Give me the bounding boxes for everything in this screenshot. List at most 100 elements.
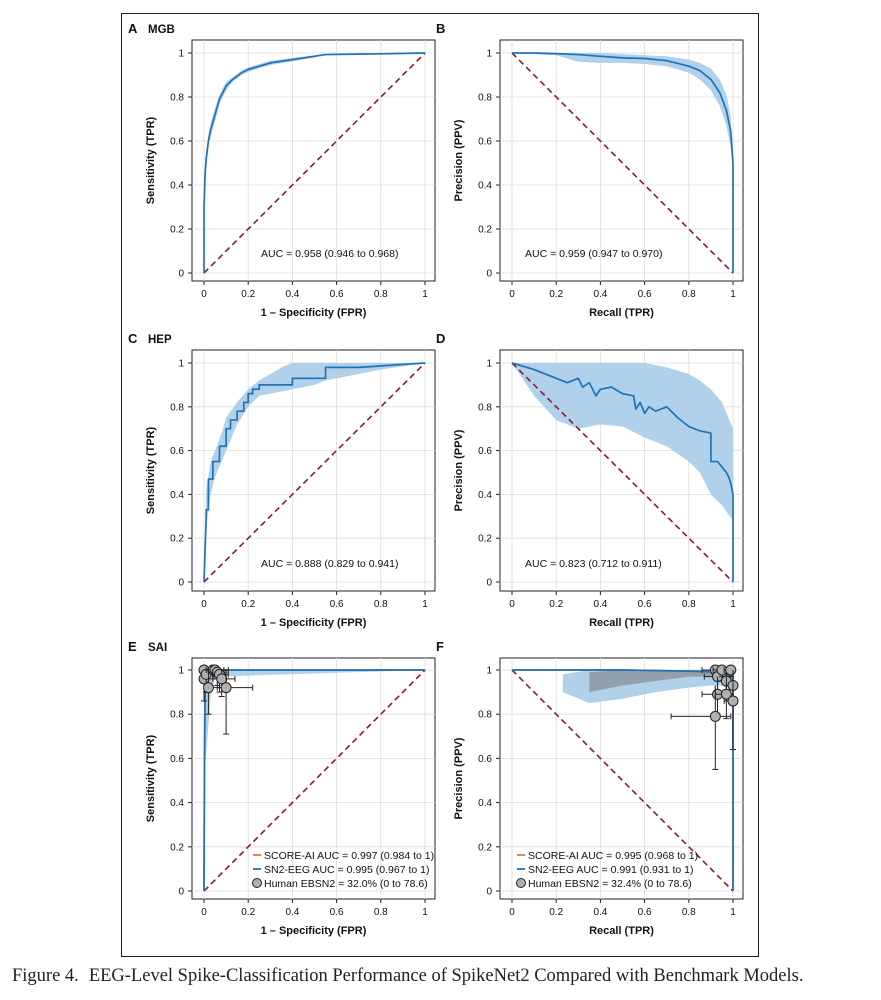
legend: SCORE-AI AUC = 0.997 (0.984 to 1) SN2-EEG… xyxy=(252,850,434,890)
chance-line xyxy=(203,669,426,892)
x-tick-label: 1 xyxy=(730,907,736,918)
caption-label: Figure 4. xyxy=(12,966,79,986)
y-tick-label: 0.2 xyxy=(170,842,184,853)
x-tick-label: 0 xyxy=(509,599,515,610)
x-tick-label: 0 xyxy=(201,289,207,300)
x-tick-label: 0.4 xyxy=(285,907,299,918)
confidence-band-secondary xyxy=(589,670,733,693)
panel-f: 0 0.2 0.4 0.6 0.8 1 0 0.2 0.4 0.6 0.8 1 Recall (TPR)… xyxy=(436,639,744,937)
x-tick-label: 0.6 xyxy=(638,599,652,610)
legend-swatch xyxy=(516,878,526,888)
auc-annotation: AUC = 0.958 (0.946 to 0.968) xyxy=(261,248,398,260)
x-tick-label: 1 xyxy=(422,289,428,300)
series-line xyxy=(203,362,426,583)
y-tick-label: 0.4 xyxy=(170,798,184,809)
y-tick-label: 0.6 xyxy=(170,446,184,457)
y-tick-label: 0.2 xyxy=(478,225,492,236)
y-tick-label: 0.8 xyxy=(170,710,184,721)
human-point xyxy=(725,664,737,676)
y-tick-label: 1 xyxy=(486,49,492,60)
panel-a: 0 0.2 0.4 0.6 0.8 1 0 0.2 0.4 0.6 0.8 1 1 – Specific… xyxy=(128,21,436,319)
panel-title: MGB xyxy=(148,24,175,36)
y-tick-label: 0.4 xyxy=(170,490,184,501)
y-tick-label: 0.6 xyxy=(478,754,492,765)
y-tick-label: 0.8 xyxy=(170,402,184,413)
human-points xyxy=(198,664,254,735)
x-tick-label: 0.8 xyxy=(682,599,696,610)
x-tick-label: 0 xyxy=(509,289,515,300)
x-tick-label: 0.6 xyxy=(330,289,344,300)
x-tick-label: 0.6 xyxy=(638,289,652,300)
caption-title: EEG-Level Spike-Classification Performan… xyxy=(88,966,804,986)
human-point xyxy=(202,682,214,694)
x-axis-title: Recall (TPR) xyxy=(589,925,654,937)
x-tick-label: 0.6 xyxy=(638,907,652,918)
y-tick-label: 0 xyxy=(178,887,184,898)
y-tick-label: 0 xyxy=(486,578,492,589)
panel-c: 0 0.2 0.4 0.6 0.8 1 0 0.2 0.4 0.6 0.8 1 1 – Specific… xyxy=(128,331,436,629)
x-tick-label: 1 xyxy=(422,599,428,610)
y-axis-title: Sensitivity (TPR) xyxy=(145,734,157,822)
legend-label: Human EBSN2 = 32.4% (0 to 78.6) xyxy=(528,878,692,890)
y-tick-label: 0 xyxy=(486,887,492,898)
y-tick-label: 0.8 xyxy=(478,710,492,721)
x-tick-label: 0.6 xyxy=(330,907,344,918)
y-axis-title: Precision (PPV) xyxy=(453,737,465,819)
human-point xyxy=(216,673,228,685)
x-tick-label: 0.2 xyxy=(549,907,563,918)
series-line xyxy=(203,52,426,273)
x-tick-label: 0.8 xyxy=(682,289,696,300)
panel-e: 0 0.2 0.4 0.6 0.8 1 0 0.2 0.4 0.6 0.8 1 1 – Specific… xyxy=(128,639,436,937)
y-tick-label: 0.8 xyxy=(170,93,184,104)
x-tick-label: 1 xyxy=(730,599,736,610)
x-tick-label: 0.4 xyxy=(593,599,607,610)
y-tick-label: 0.2 xyxy=(478,842,492,853)
chance-line xyxy=(203,52,426,274)
legend-label: SCORE-AI AUC = 0.995 (0.968 to 1) xyxy=(528,850,698,862)
human-point xyxy=(727,695,739,707)
x-tick-label: 1 xyxy=(422,907,428,918)
x-tick-label: 0.8 xyxy=(682,907,696,918)
y-tick-label: 0.6 xyxy=(478,137,492,148)
x-tick-label: 0 xyxy=(201,599,207,610)
chance-line xyxy=(511,362,734,583)
x-tick-label: 0.4 xyxy=(285,599,299,610)
y-tick-label: 0 xyxy=(486,269,492,280)
confidence-band xyxy=(512,363,733,521)
x-tick-label: 1 xyxy=(730,289,736,300)
x-axis-title: 1 – Specificity (FPR) xyxy=(261,925,367,937)
y-axis-title: Sensitivity (TPR) xyxy=(145,116,157,204)
y-tick-label: 0.2 xyxy=(170,225,184,236)
x-axis-title: Recall (TPR) xyxy=(589,617,654,629)
y-tick-label: 1 xyxy=(178,359,184,370)
x-tick-label: 0.4 xyxy=(285,289,299,300)
x-tick-label: 0.6 xyxy=(330,599,344,610)
legend-label: SN2-EEG AUC = 0.995 (0.967 to 1) xyxy=(264,864,429,876)
x-tick-label: 0.2 xyxy=(241,599,255,610)
panel-letter: A xyxy=(128,21,138,36)
panel-title: SAI xyxy=(148,642,167,654)
y-tick-label: 1 xyxy=(178,666,184,677)
y-tick-label: 0 xyxy=(178,578,184,589)
x-axis-title: 1 – Specificity (FPR) xyxy=(261,617,367,629)
y-tick-label: 0.6 xyxy=(478,446,492,457)
y-tick-label: 0.6 xyxy=(170,137,184,148)
auc-annotation: AUC = 0.888 (0.829 to 0.941) xyxy=(261,558,398,570)
figure-panels: 0 0.2 0.4 0.6 0.8 1 0 0.2 0.4 0.6 0.8 1 1 – Specific… xyxy=(128,21,744,937)
legend: SCORE-AI AUC = 0.995 (0.968 to 1) SN2-EEG… xyxy=(516,850,698,890)
y-tick-label: 0.4 xyxy=(478,798,492,809)
y-tick-label: 0.2 xyxy=(478,534,492,545)
panel-d: 0 0.2 0.4 0.6 0.8 1 0 0.2 0.4 0.6 0.8 1 Recall (TPR)… xyxy=(436,331,744,629)
y-tick-label: 0 xyxy=(178,269,184,280)
series-line xyxy=(512,52,734,273)
x-axis-title: Recall (TPR) xyxy=(589,307,654,319)
x-tick-label: 0.4 xyxy=(593,289,607,300)
panel-letter: B xyxy=(436,21,445,36)
panel-letter: C xyxy=(128,331,138,346)
legend-label: Human EBSN2 = 32.0% (0 to 78.6) xyxy=(264,878,428,890)
human-point xyxy=(220,682,232,694)
y-tick-label: 0.6 xyxy=(170,754,184,765)
x-tick-label: 0.2 xyxy=(549,289,563,300)
panel-title: HEP xyxy=(148,334,172,346)
auc-annotation: AUC = 0.959 (0.947 to 0.970) xyxy=(525,248,662,260)
